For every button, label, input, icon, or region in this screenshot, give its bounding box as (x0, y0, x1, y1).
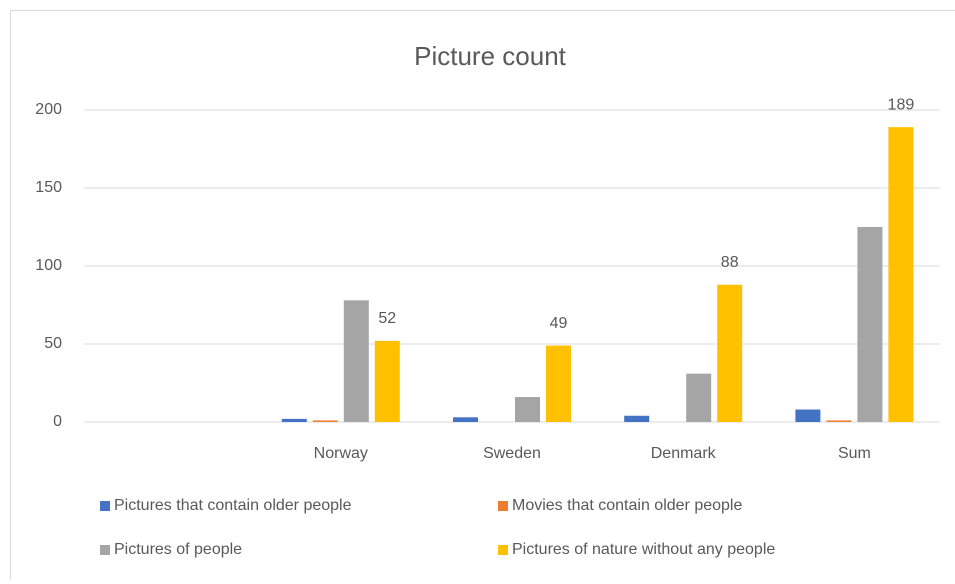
legend-swatch (100, 545, 110, 555)
legend-swatch (498, 501, 508, 511)
chart-title: Picture count (414, 41, 567, 71)
bar (453, 417, 478, 422)
bar (313, 420, 338, 422)
y-tick-label: 150 (35, 179, 62, 196)
y-tick-label: 200 (35, 101, 62, 118)
bar (375, 341, 400, 422)
bar (344, 300, 369, 422)
x-tick-label: Denmark (651, 445, 717, 462)
bar (717, 285, 742, 422)
x-tick-label: Sweden (483, 445, 541, 462)
bar (888, 127, 913, 422)
data-label: 189 (888, 96, 915, 113)
legend-label: Pictures of nature without any people (512, 541, 775, 558)
bar (546, 346, 571, 422)
bar (857, 227, 882, 422)
bar (686, 374, 711, 422)
legend-label: Pictures of people (114, 541, 242, 558)
data-label: 49 (550, 315, 568, 332)
legend-label: Movies that contain older people (512, 497, 742, 514)
x-tick-label: Sum (838, 445, 871, 462)
y-tick-label: 100 (35, 257, 62, 274)
bar (795, 410, 820, 422)
chart-border (11, 11, 955, 580)
x-tick-label: Norway (314, 445, 368, 462)
legend-label: Pictures that contain older people (114, 497, 352, 514)
data-label: 88 (721, 254, 739, 271)
y-tick-label: 0 (53, 413, 62, 430)
legend-swatch (498, 545, 508, 555)
bar (624, 416, 649, 422)
bar (515, 397, 540, 422)
bar (282, 419, 307, 422)
data-label: 52 (378, 310, 396, 327)
y-tick-label: 50 (44, 335, 62, 352)
bar (826, 420, 851, 422)
legend-swatch (100, 501, 110, 511)
